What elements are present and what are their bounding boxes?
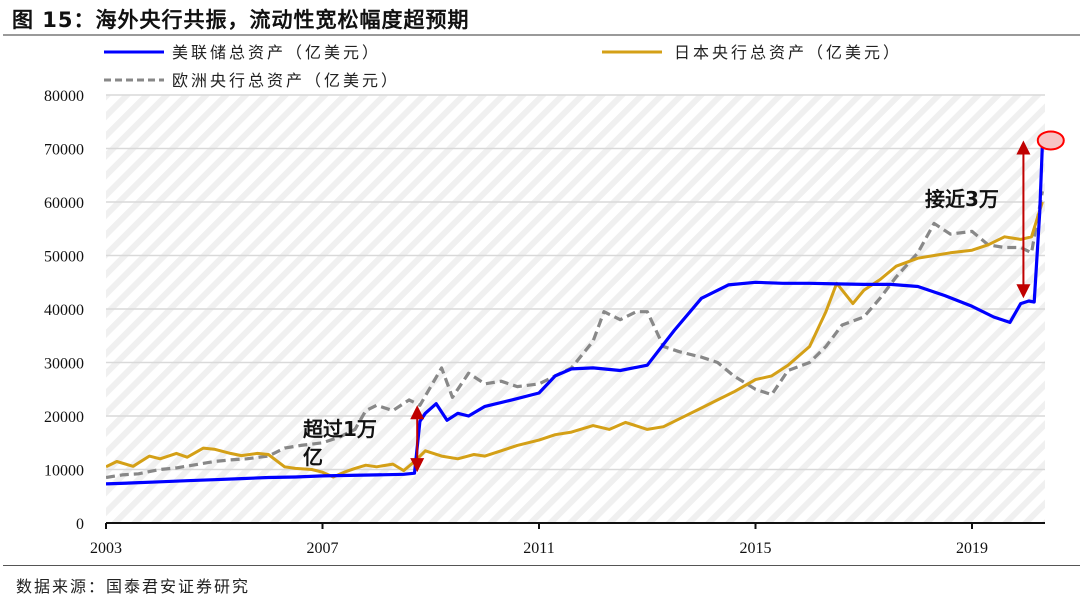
series-ecb-line: [106, 191, 1044, 480]
y-axis: 0 10000 20000 30000 40000 50000 60000 70000 8000…: [44, 88, 84, 533]
y-tick-label: 10000: [44, 463, 84, 480]
source-divider: [3, 565, 1080, 566]
y-tick-label: 20000: [44, 409, 84, 426]
legend-fed-label: 美联储总资产（亿美元）: [172, 43, 381, 62]
title-divider: [3, 34, 1080, 36]
arrowhead-down-icon: [1016, 284, 1031, 299]
annotation-2020: 接近3万: [925, 130, 1065, 299]
x-tick-label: 2007: [307, 540, 339, 557]
x-tick-label: 2011: [523, 540, 554, 557]
x-tick-label: 2019: [956, 540, 988, 557]
arrowhead-up-icon: [410, 405, 425, 420]
arrowhead-up-icon: [1016, 140, 1031, 155]
data-source: 数据来源：国泰君安证券研究: [16, 577, 251, 596]
y-tick-label: 40000: [44, 302, 84, 319]
legend-boj-label: 日本央行总资产（亿美元）: [674, 43, 902, 62]
legend-ecb-label: 欧洲央行总资产（亿美元）: [172, 71, 400, 90]
y-tick-label: 60000: [44, 195, 84, 212]
gridlines: [106, 94, 1045, 471]
y-tick-label: 30000: [44, 356, 84, 373]
annotation-label-over-10k-line1: 超过1万: [302, 417, 377, 441]
annotation-label-over-10k-line2: 亿: [303, 445, 323, 469]
peak-highlight-ellipse: [1036, 130, 1065, 151]
y-tick-label: 0: [76, 516, 84, 533]
figure-title: 图 15：海外央行共振，流动性宽松幅度超预期: [12, 8, 470, 32]
x-tick-label: 2003: [90, 540, 122, 557]
annotation-label-near-30k: 接近3万: [925, 187, 999, 211]
x-tick-label: 2015: [740, 540, 772, 557]
x-axis: 2003 2007 2011 2015 2019: [90, 522, 1045, 557]
annotation-2008: 超过1万 亿: [302, 405, 425, 473]
y-tick-label: 70000: [44, 142, 84, 159]
series-fed-line: [106, 144, 1044, 486]
legend: 美联储总资产（亿美元） 欧洲央行总资产（亿美元） 日本央行总资产（亿美元）: [104, 43, 902, 90]
y-tick-label: 50000: [44, 249, 84, 266]
arrowhead-down-icon: [410, 458, 425, 473]
y-tick-label: 80000: [44, 88, 84, 105]
